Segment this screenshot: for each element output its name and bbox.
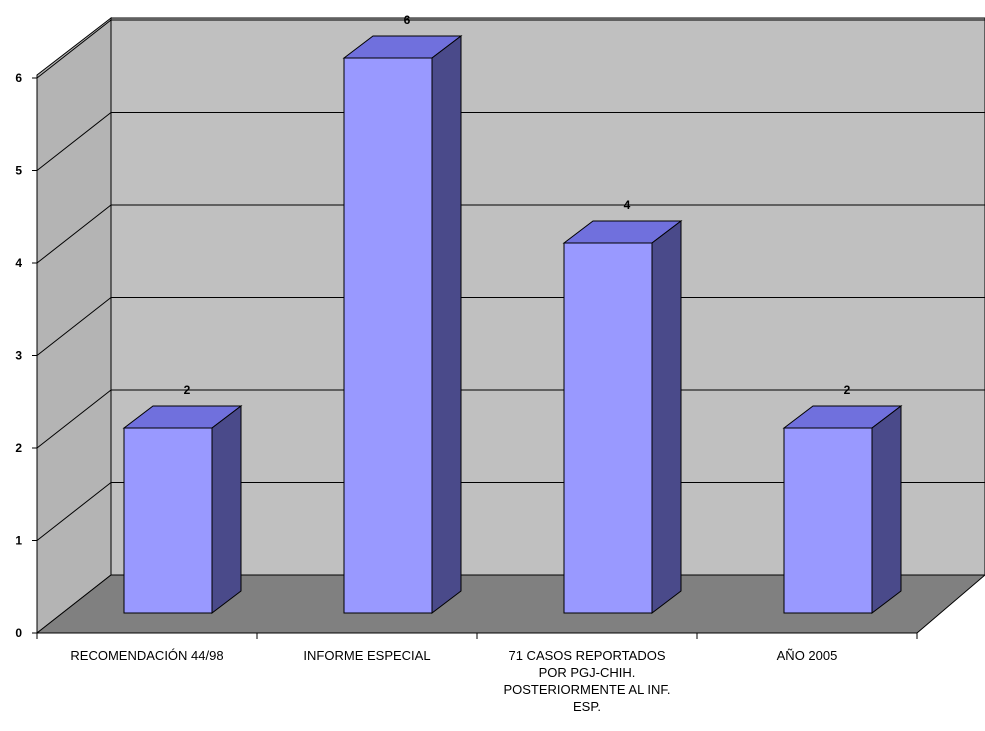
y-axis-ticks: 0 1 2 3 4 5 6: [15, 71, 37, 640]
x-category-label: RECOMENDACIÓN 44/98: [70, 648, 224, 663]
gridline-side-1: [36, 482, 112, 541]
x-axis-ticks: [36, 633, 918, 639]
y-tick-label: 0: [15, 626, 22, 640]
data-label: 2: [184, 383, 191, 397]
bar-3: [562, 219, 683, 615]
gridline-side-4: [36, 204, 112, 264]
y-tick-label: 1: [15, 534, 22, 548]
x-category-label: AÑO 2005: [776, 648, 838, 663]
gridlines: [36, 19, 985, 541]
bar-2: [342, 34, 463, 615]
x-category-label: INFORME ESPECIAL: [303, 648, 431, 663]
bar-front: [123, 427, 213, 614]
data-label: 6: [404, 13, 411, 27]
gridline-side-3: [36, 297, 112, 356]
y-tick-label: 6: [15, 71, 22, 85]
y-tick-label: 2: [15, 441, 22, 455]
chart-back-wall: [110, 17, 985, 576]
bar-side: [871, 404, 902, 615]
chart-side-wall: [36, 16, 112, 635]
bar-side: [211, 404, 242, 615]
data-label: 4: [624, 198, 631, 212]
bar-4: [782, 404, 903, 615]
bar-side: [651, 219, 682, 615]
bar-side: [431, 34, 462, 615]
gridline-side-6: [36, 19, 112, 79]
data-labels: 2 6 4 2: [184, 13, 851, 397]
bar-front: [343, 57, 433, 614]
gridline-side-2: [36, 389, 112, 449]
bar-1: [122, 404, 243, 615]
bar-front: [783, 427, 873, 614]
y-tick-label: 4: [15, 256, 22, 270]
y-tick-label: 5: [15, 164, 22, 178]
x-category-label: 71 CASOS REPORTADOS POR PGJ-CHIH. POSTER…: [503, 648, 671, 714]
gridline-side-5: [36, 112, 112, 171]
y-tick-label: 3: [15, 349, 22, 363]
data-label: 2: [844, 383, 851, 397]
bar-front: [563, 242, 653, 614]
bars: [122, 34, 903, 615]
